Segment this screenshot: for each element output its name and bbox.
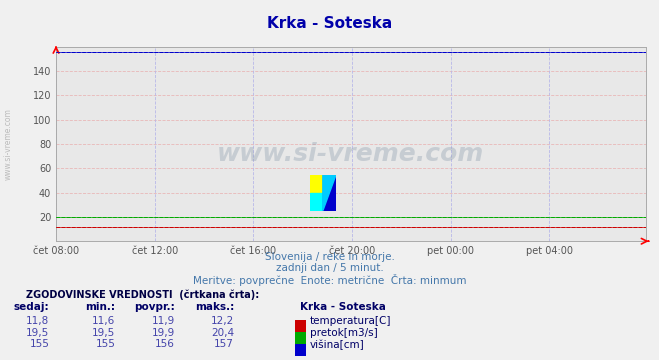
Text: 157: 157 [214, 339, 234, 350]
Text: www.si-vreme.com: www.si-vreme.com [3, 108, 13, 180]
Text: Meritve: povprečne  Enote: metrične  Črta: minmum: Meritve: povprečne Enote: metrične Črta:… [192, 274, 467, 285]
Text: 156: 156 [155, 339, 175, 350]
Text: 12,2: 12,2 [211, 316, 234, 326]
Text: 19,5: 19,5 [26, 328, 49, 338]
Text: www.si-vreme.com: www.si-vreme.com [217, 142, 484, 166]
Polygon shape [323, 175, 336, 211]
Text: maks.:: maks.: [194, 302, 234, 312]
Text: zadnji dan / 5 minut.: zadnji dan / 5 minut. [275, 263, 384, 273]
Text: 20,4: 20,4 [211, 328, 234, 338]
Text: 155: 155 [30, 339, 49, 350]
Text: pretok[m3/s]: pretok[m3/s] [310, 328, 378, 338]
Text: 11,8: 11,8 [26, 316, 49, 326]
Text: 11,6: 11,6 [92, 316, 115, 326]
Bar [310, 193, 323, 211]
Text: Slovenija / reke in morje.: Slovenija / reke in morje. [264, 252, 395, 262]
Text: 11,9: 11,9 [152, 316, 175, 326]
Text: sedaj:: sedaj: [14, 302, 49, 312]
Bar [310, 175, 323, 193]
Text: povpr.:: povpr.: [134, 302, 175, 312]
Polygon shape [323, 175, 336, 211]
Text: temperatura[C]: temperatura[C] [310, 316, 391, 326]
Text: 155: 155 [96, 339, 115, 350]
Text: min.:: min.: [85, 302, 115, 312]
Text: ZGODOVINSKE VREDNOSTI  (črtkana črta):: ZGODOVINSKE VREDNOSTI (črtkana črta): [26, 290, 260, 300]
Text: 19,5: 19,5 [92, 328, 115, 338]
Text: Krka - Soteska: Krka - Soteska [300, 302, 386, 312]
Text: 19,9: 19,9 [152, 328, 175, 338]
Text: višina[cm]: višina[cm] [310, 339, 364, 350]
Text: Krka - Soteska: Krka - Soteska [267, 16, 392, 31]
